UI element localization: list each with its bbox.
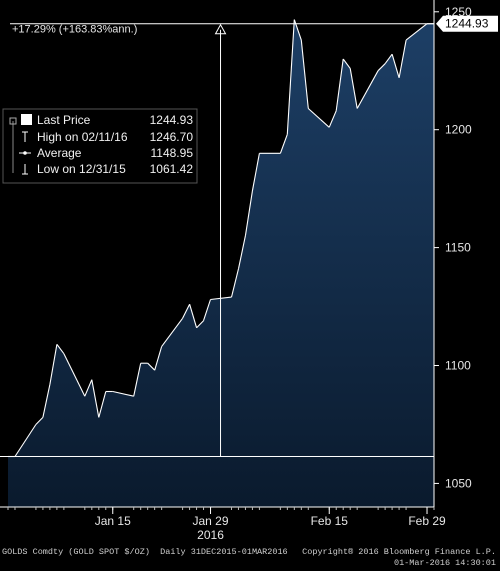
price-line-segment [91,379,100,418]
footer-timestamp: 01-Mar-2016 14:30:01 [393,558,496,568]
change-arrow-head [214,23,227,35]
price-area [8,19,434,507]
y-tick-label: 1250 [445,5,472,19]
x-tick-label: Jan 29 [193,514,229,528]
price-line-segment [14,424,37,457]
legend-label: Average [37,146,82,160]
price-line-segment [98,391,107,418]
y-tick-label: 1150 [445,241,471,255]
price-line-segment [147,362,156,371]
price-line-segment [244,190,253,236]
price-line-segment [133,363,142,397]
price-line-segment [328,110,337,128]
price-line-segment [196,320,204,329]
price-line-segment [384,53,393,65]
x-tick-label: Jan 15 [95,514,131,528]
price-line-segment [300,40,309,109]
legend-box [2,108,198,184]
price-line-segment [49,344,58,385]
change-annotation: +17.29% (+163.83%ann.) [12,24,137,36]
price-line-segment [405,23,428,41]
legend-label: Last Price [37,113,91,127]
price-line-segment [84,379,93,397]
legend-item: Low on 12/31/15 1061.42 [22,162,193,176]
footer-copyright: Copyright® 2016 Bloomberg Finance L.P. [302,547,496,557]
y-tick-label: 1100 [445,359,471,373]
last-value-badge: 1244.93 [436,15,498,32]
legend-label: Low on 12/31/15 [37,162,126,176]
price-line-segment [342,58,351,69]
footer-source: GOLDS Comdty (GOLD SPOT $/OZ) Daily 31DE… [2,547,288,557]
price-line-segment [182,303,191,319]
price-line-segment [335,58,344,111]
y-tick-label: 1050 [445,476,472,490]
price-line-segment [161,317,184,347]
price-line-segment [189,304,198,328]
price-line-segment [398,39,407,78]
price-line-segment [356,70,379,109]
price-line-segment [293,19,302,41]
price-line-segment [279,134,288,154]
price-line-segment [377,63,386,72]
price-line-segment [154,346,163,371]
price-line-segment [237,235,246,269]
legend-value: 1148.95 [151,146,194,160]
legend-value: 1246.70 [150,130,194,144]
legend-item: High on 02/11/16 1246.70 [22,130,193,144]
price-line-segment [251,153,260,192]
legend: Last Price 1244.93 High on 02/11/16 1246.70… [2,108,198,184]
last-value-badge-bg [436,15,498,32]
x-year-label: 2016 [197,528,224,542]
price-line-segment [307,108,330,128]
average-dot-icon [23,151,27,155]
price-line-segment [112,390,134,397]
price-line-segment [202,299,212,321]
legend-collapse-icon[interactable] [9,117,17,125]
price-line-segment [35,417,44,425]
legend-value: 1244.93 [150,113,194,127]
price-line-segment [63,353,86,397]
legend-item: Last Price 1244.93 [21,113,193,127]
last-value-label: 1244.93 [445,17,489,31]
price-line-segment [349,68,358,109]
price-line-segment [230,268,240,298]
low-marker-icon [22,164,28,175]
last-price-square-icon [21,114,32,125]
x-tick-label: Feb 15 [311,514,349,528]
legend-item: Average 1148.95 [19,146,193,160]
price-line-segment [286,19,295,135]
price-line-segment [391,54,400,78]
high-marker-icon [22,131,28,142]
y-tick-label: 1200 [445,123,472,137]
legend-value: 1061.42 [150,162,194,176]
price-line-segment [42,384,51,418]
legend-label: High on 02/11/16 [37,130,128,144]
x-tick-label: Feb 29 [408,514,446,528]
price-line-segment [56,343,65,355]
